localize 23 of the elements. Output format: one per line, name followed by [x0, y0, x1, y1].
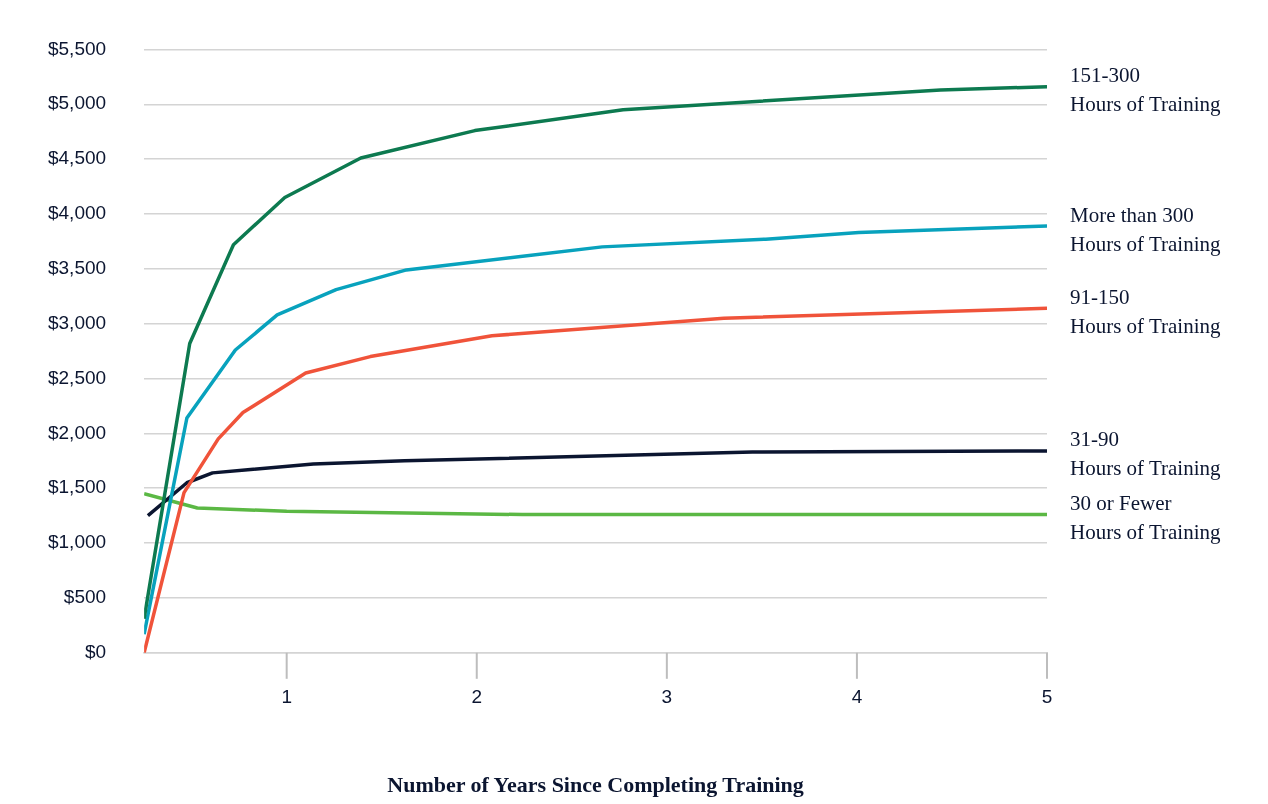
y-tick-label: $4,000 [47, 202, 107, 224]
y-tick-label: $2,000 [47, 421, 107, 443]
y-tick-label: $2,500 [47, 366, 107, 388]
series-label: 91-150 Hours of Training [1070, 284, 1222, 338]
y-tick-label: $0 [84, 641, 107, 663]
series-label: 151-300 Hours of Training [1070, 63, 1222, 117]
x-tick-label: 1 [281, 686, 292, 708]
x-axis-title: Number of Years Since Completing Training [387, 772, 804, 798]
series-label: 31-90 Hours of Training [1070, 427, 1222, 481]
x-tick-label: 4 [851, 686, 863, 708]
x-tick-label: 5 [1041, 686, 1053, 708]
y-tick-label: $1,500 [47, 476, 107, 498]
y-tick-label: $500 [63, 586, 107, 608]
x-tick-label: 2 [471, 686, 483, 708]
series-label: More than 300 Hours of Training [1070, 202, 1222, 256]
x-tick-label: 3 [661, 686, 673, 708]
y-tick-label: $3,000 [47, 311, 107, 333]
y-tick-label: $5,000 [47, 92, 107, 114]
y-tick-label: $3,500 [47, 257, 107, 279]
y-tick-label: $1,000 [47, 531, 107, 553]
y-tick-label: $4,500 [47, 147, 107, 169]
series-label: 30 or Fewer Hours of Training [1070, 491, 1222, 545]
y-tick-label: $5,500 [47, 37, 107, 59]
